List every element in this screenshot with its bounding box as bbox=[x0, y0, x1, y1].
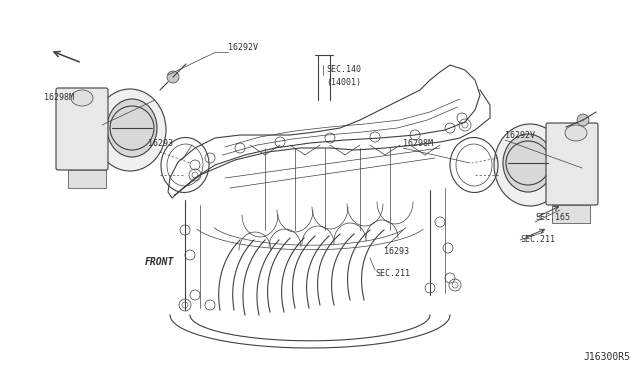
Ellipse shape bbox=[494, 124, 566, 206]
Ellipse shape bbox=[94, 89, 166, 171]
Text: 16292V: 16292V bbox=[228, 44, 258, 52]
Text: SEC.140: SEC.140 bbox=[326, 65, 361, 74]
Ellipse shape bbox=[503, 134, 553, 192]
FancyBboxPatch shape bbox=[56, 88, 108, 170]
Text: J16300R5: J16300R5 bbox=[584, 352, 630, 362]
Text: FRONT: FRONT bbox=[145, 257, 174, 267]
Ellipse shape bbox=[71, 90, 93, 106]
Text: 16293: 16293 bbox=[384, 247, 409, 257]
Circle shape bbox=[577, 114, 589, 126]
FancyBboxPatch shape bbox=[552, 205, 590, 223]
Ellipse shape bbox=[565, 125, 587, 141]
Text: (14001): (14001) bbox=[326, 78, 361, 87]
FancyBboxPatch shape bbox=[546, 123, 598, 205]
Text: 16298M: 16298M bbox=[403, 138, 433, 148]
Circle shape bbox=[167, 71, 179, 83]
Text: 16293: 16293 bbox=[148, 138, 173, 148]
Text: SEC.211: SEC.211 bbox=[520, 235, 555, 244]
Text: 16292V: 16292V bbox=[505, 131, 535, 140]
Text: SEC.211: SEC.211 bbox=[375, 269, 410, 278]
Ellipse shape bbox=[107, 99, 157, 157]
Text: 16298M: 16298M bbox=[44, 93, 74, 103]
Text: SEC.165: SEC.165 bbox=[535, 214, 570, 222]
FancyBboxPatch shape bbox=[68, 170, 106, 188]
